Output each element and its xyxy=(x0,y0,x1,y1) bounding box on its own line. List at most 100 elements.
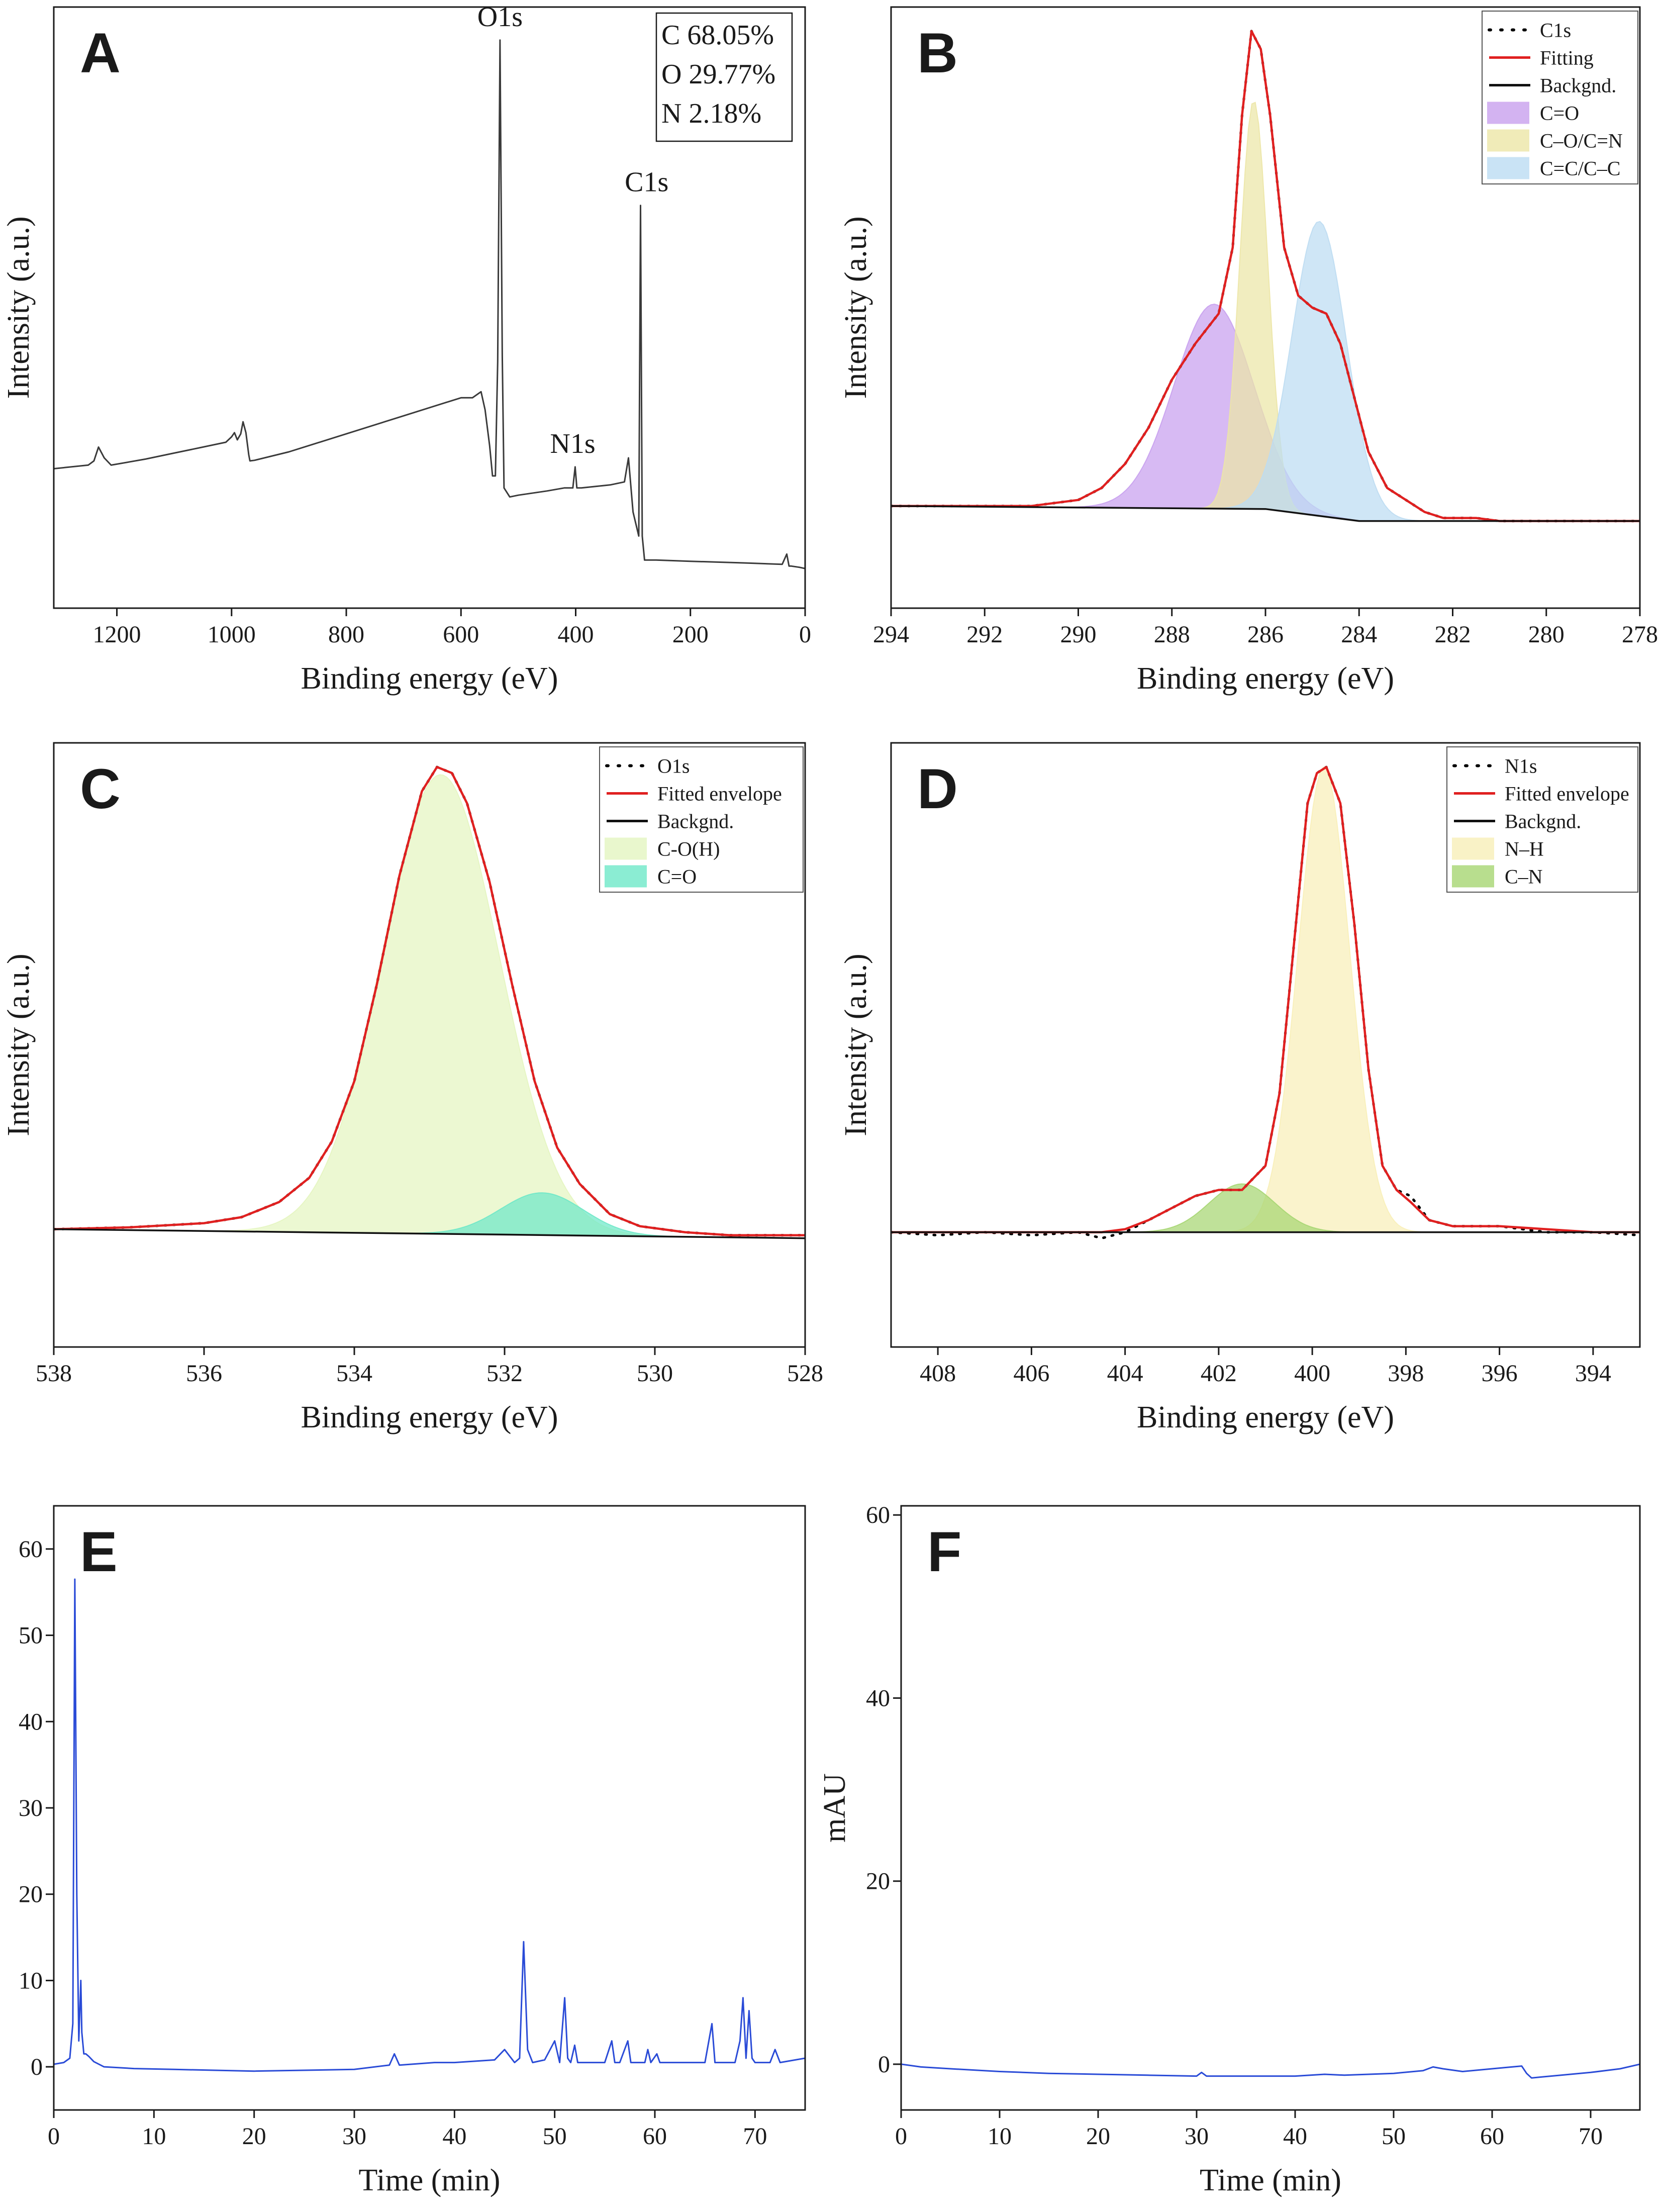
legend-swatch xyxy=(1452,865,1494,888)
y-tick-label: 0 xyxy=(878,2051,890,2078)
chart-panel-a: 1200 1000 800 600 400 200 0 Binding energy (eV)… xyxy=(2,2,811,696)
x-tick-label: 406 xyxy=(1013,1360,1049,1387)
plot-area xyxy=(901,2063,1640,2079)
component-fill-c-n xyxy=(891,1183,1640,1233)
legend-label: Fitting xyxy=(1540,47,1594,69)
panel-label: B xyxy=(917,22,958,84)
x-tick-label: 50 xyxy=(1382,2123,1406,2150)
legend-label: N1s xyxy=(1505,755,1537,778)
x-axis-label: Time (min) xyxy=(1200,2163,1341,2197)
x-axis-label: Time (min) xyxy=(359,2163,501,2197)
series-line-backgnd xyxy=(891,505,1640,522)
x-axis-label: Binding energy (eV) xyxy=(301,661,558,696)
y-tick-label: 10 xyxy=(19,1967,43,1994)
x-axis-label: Binding energy (eV) xyxy=(1137,661,1394,696)
y-tick-label: 50 xyxy=(19,1622,43,1649)
legend-label: Fitted envelope xyxy=(1505,783,1629,805)
legend-swatch xyxy=(605,837,647,860)
plot-area xyxy=(891,765,1640,1240)
x-tick-label: 0 xyxy=(895,2123,907,2150)
y-axis-label: Intensity (a.u.) xyxy=(2,216,36,399)
series-line-backgnd xyxy=(54,1228,805,1239)
legend-item-c-n: C–N xyxy=(1452,865,1543,888)
x-tick-label: 286 xyxy=(1247,621,1284,648)
legend: O1s Fitted envelope Backgnd. C-O(H) C=O xyxy=(599,746,804,893)
x-tick-label: 20 xyxy=(1086,2123,1110,2150)
x-tick-label: 10 xyxy=(988,2123,1012,2150)
x-tick-label: 536 xyxy=(186,1360,222,1387)
chart-panel-f: 0 10 20 30 40 50 60 70 0 20 40 60 Time (min) mAU F xyxy=(818,1502,1641,2197)
legend-item-c1s: C1s xyxy=(1488,19,1571,42)
legend-label: Backgnd. xyxy=(657,810,734,833)
x-tick-label: 396 xyxy=(1482,1360,1518,1387)
x-tick-label: 404 xyxy=(1107,1360,1143,1387)
chart-panel-b: 294 292 290 288 286 284 282 280 278 Binding energ… xyxy=(839,6,1658,696)
x-tick-label: 200 xyxy=(672,621,709,648)
y-tick-label: 60 xyxy=(19,1536,43,1563)
panel-label: C xyxy=(80,757,121,820)
x-tick-label: 1000 xyxy=(208,621,256,648)
legend-label: C1s xyxy=(1540,19,1571,42)
series-line-survey xyxy=(54,39,805,569)
inset-line: N 2.18% xyxy=(661,98,761,129)
x-tick-label: 398 xyxy=(1388,1360,1424,1387)
x-tick-label: 288 xyxy=(1154,621,1190,648)
legend-item-o1s: O1s xyxy=(605,755,690,778)
chart-panel-e: 0 10 20 30 40 50 60 70 0 10 20 30 40 50 60 Time (min) E xyxy=(19,1505,806,2197)
legend-item-c-o-h: C-O(H) xyxy=(605,837,720,860)
y-tick-label: 30 xyxy=(19,1795,43,1821)
plot-area xyxy=(54,765,805,1239)
x-tick-label: 530 xyxy=(637,1360,673,1387)
legend-label: C=O xyxy=(657,865,697,888)
legend-item-c-o: C=O xyxy=(605,865,697,888)
y-tick-label: 40 xyxy=(866,1685,890,1711)
legend: C1s Fitting Backgnd. C=O C–O/C=N C=C/C–C xyxy=(1482,11,1638,184)
x-tick-label: 282 xyxy=(1435,621,1471,648)
axes-frame xyxy=(53,6,806,609)
x-tick-label: 30 xyxy=(1185,2123,1209,2150)
x-tick-label: 284 xyxy=(1341,621,1377,648)
y-tick-label: 60 xyxy=(866,1502,890,1528)
x-tick-label: 0 xyxy=(48,2123,60,2150)
peak-label-o1s: O1s xyxy=(477,2,523,33)
legend-label: O1s xyxy=(657,755,690,778)
legend-swatch xyxy=(1487,129,1529,152)
x-tick-label: 60 xyxy=(1480,2123,1504,2150)
legend-label: C=C/C–C xyxy=(1540,157,1620,180)
panel-label: D xyxy=(917,757,958,820)
series-line-chromatogram xyxy=(901,2063,1640,2079)
x-tick-label: 400 xyxy=(1294,1360,1330,1387)
axes-frame xyxy=(900,1505,1641,2111)
series-line-fitting xyxy=(891,30,1640,522)
chart-panel-c: 538 536 534 532 530 528 Binding energy (eV) Int… xyxy=(2,742,823,1434)
series-line-n1s xyxy=(891,765,1640,1240)
x-tick-label: 400 xyxy=(558,621,594,648)
peak-label-n1s: N1s xyxy=(550,428,595,459)
y-axis-label: mAU xyxy=(818,1773,852,1843)
y-axis-label: Intensity (a.u.) xyxy=(839,953,873,1136)
peak-label-c1s: C1s xyxy=(625,167,668,198)
y-tick-label: 40 xyxy=(19,1708,43,1735)
legend-item-n-h: N–H xyxy=(1452,837,1544,860)
x-tick-label: 534 xyxy=(336,1360,372,1387)
x-tick-label: 70 xyxy=(743,2123,767,2150)
x-tick-label: 278 xyxy=(1622,621,1658,648)
legend-label: N–H xyxy=(1505,838,1544,860)
x-tick-label: 50 xyxy=(543,2123,567,2150)
x-tick-label: 40 xyxy=(1283,2123,1307,2150)
chart-panel-d: 408 406 404 402 400 398 396 394 Binding energy (… xyxy=(839,742,1641,1434)
plot-area xyxy=(54,39,805,569)
y-tick-label: 20 xyxy=(866,1868,890,1895)
panel-label: E xyxy=(80,1520,118,1583)
legend-swatch xyxy=(1487,157,1529,179)
x-tick-label: 290 xyxy=(1060,621,1097,648)
legend-item-fitted-envelope: Fitted envelope xyxy=(1454,783,1629,805)
x-tick-label: 40 xyxy=(442,2123,466,2150)
x-tick-label: 600 xyxy=(443,621,479,648)
legend-swatch xyxy=(605,865,647,888)
axes-frame xyxy=(53,1505,806,2111)
legend-item-c-o-c-n: C–O/C=N xyxy=(1487,129,1623,152)
legend-label: Fitted envelope xyxy=(657,783,782,805)
x-tick-label: 30 xyxy=(342,2123,366,2150)
